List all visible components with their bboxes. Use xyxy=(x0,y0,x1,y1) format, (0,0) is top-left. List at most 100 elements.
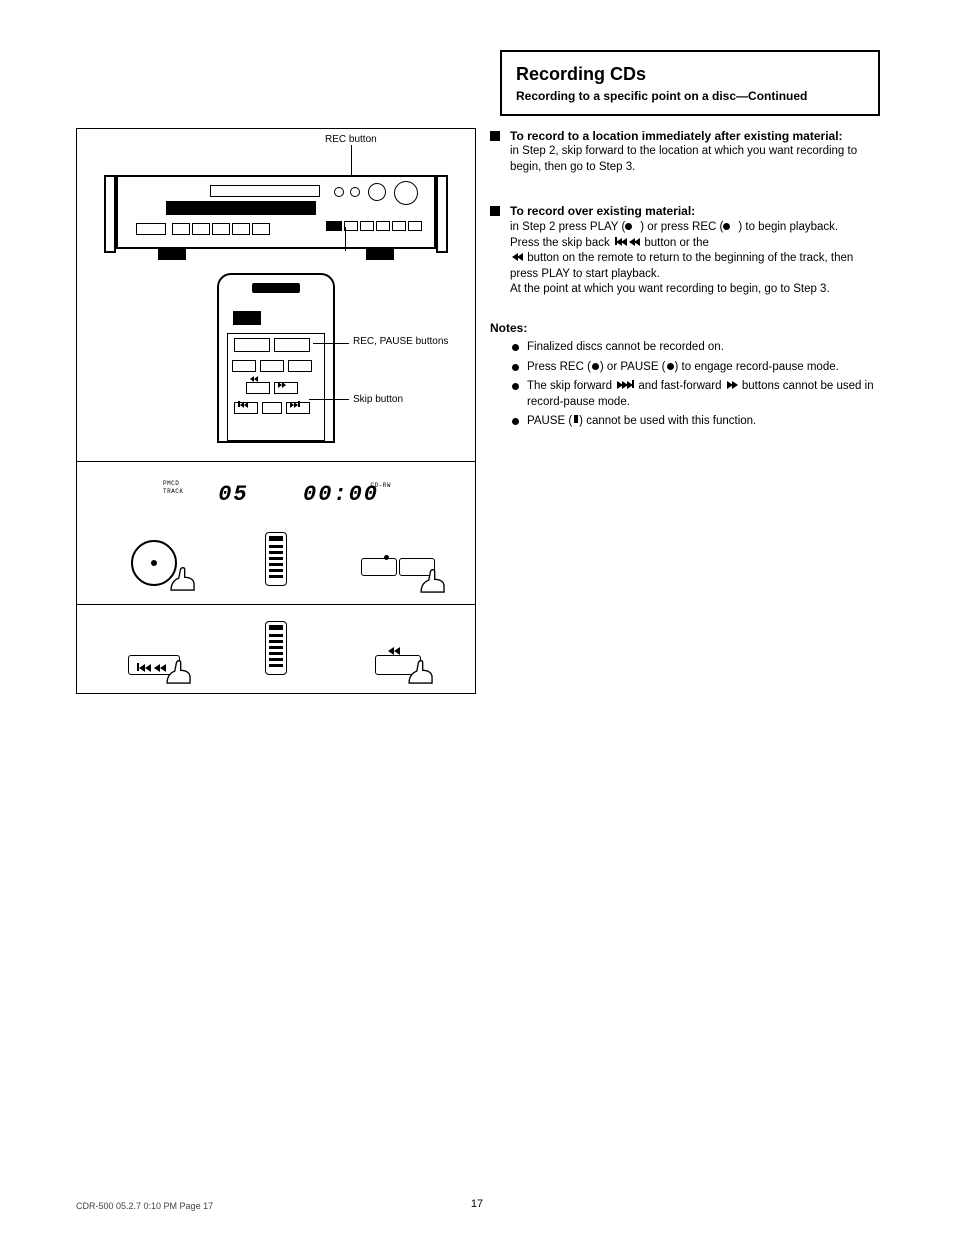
press-skipback xyxy=(104,655,204,675)
device-knob xyxy=(350,187,360,197)
note-text: Press REC () or PAUSE () to engage recor… xyxy=(527,360,839,376)
note-item-1: Finalized discs cannot be recorded on. xyxy=(512,340,880,356)
press-rewind xyxy=(348,655,448,675)
leader-line xyxy=(351,145,352,175)
lcd-tiny-label: TRACK xyxy=(163,488,184,496)
dot-bullet-icon xyxy=(512,364,519,371)
hand-icon xyxy=(166,566,200,592)
skip-button-label: Skip button xyxy=(353,393,473,407)
lcd-track: 05 xyxy=(218,482,248,507)
square-bullet-icon xyxy=(490,131,500,141)
rewind-icon xyxy=(250,376,258,385)
dot-bullet-icon xyxy=(512,383,519,390)
mini-remote-icon xyxy=(265,532,287,586)
device-button xyxy=(376,221,390,231)
device-knob xyxy=(394,181,418,205)
block2-title: To record over existing material: xyxy=(510,203,880,219)
rec-button-outline xyxy=(361,558,397,576)
diagram-column: REC button xyxy=(76,128,476,694)
remote-button xyxy=(260,360,284,372)
lcd-tiny-label: PMCD xyxy=(163,480,179,488)
pause-icon xyxy=(574,415,577,427)
skipback-icon xyxy=(238,396,248,412)
section-heading-box: Recording CDs Recording to a specific po… xyxy=(500,50,880,116)
press-row xyxy=(93,532,459,586)
device-button xyxy=(212,223,230,235)
device-button xyxy=(344,221,358,231)
block1-title: To record to a location immediately afte… xyxy=(510,128,880,144)
device-button xyxy=(232,223,250,235)
instruction-block-2: To record over existing material: in Ste… xyxy=(490,203,880,298)
instruction-column: To record to a location immediately afte… xyxy=(490,128,880,434)
device-button xyxy=(392,221,406,231)
remote-button xyxy=(234,338,270,352)
press-remote xyxy=(226,621,326,675)
ffwd-icon xyxy=(278,376,286,392)
device-button xyxy=(136,223,166,235)
text-fragment: button on the remote to return to the be… xyxy=(510,252,853,280)
fast-forward-icon xyxy=(727,380,737,392)
block2-line2: Press the skip back button or the button… xyxy=(510,236,880,283)
lcd-tiny-label: CD-RW xyxy=(371,482,392,490)
rec-dot-icon xyxy=(592,363,599,370)
cd-recorder-device xyxy=(116,175,436,249)
block2-line3: At the point at which you want recording… xyxy=(510,282,880,298)
dot-bullet-icon xyxy=(512,418,519,425)
rec-dot-icon xyxy=(723,223,730,230)
device-foot xyxy=(366,247,394,260)
block2-line1: in Step 2 press PLAY () or press REC () … xyxy=(510,219,880,236)
press-dial xyxy=(104,540,204,586)
remote-button-pad xyxy=(227,333,325,441)
instruction-block-1: To record to a location immediately afte… xyxy=(490,128,880,175)
device-button xyxy=(408,221,422,231)
note-text: Finalized discs cannot be recorded on. xyxy=(527,340,724,356)
press-row xyxy=(93,621,459,675)
section-title: Recording CDs xyxy=(516,62,864,86)
skipfwd-icon xyxy=(290,396,300,412)
rack-ear-right xyxy=(436,175,448,253)
hand-icon xyxy=(416,568,450,594)
rewind-icon xyxy=(512,252,522,264)
device-button xyxy=(252,223,270,235)
ir-window xyxy=(252,283,300,293)
device-foot xyxy=(158,247,186,260)
note-item-2: Press REC () or PAUSE () to engage recor… xyxy=(512,360,880,376)
section-subtitle: Recording to a specific point on a disc—… xyxy=(516,88,864,104)
device-display xyxy=(166,201,316,215)
remote-button xyxy=(288,360,312,372)
device-button xyxy=(360,221,374,231)
note-text: PAUSE () cannot be used with this functi… xyxy=(527,414,756,430)
disc-tray xyxy=(210,185,320,197)
device-button xyxy=(172,223,190,235)
block1-body: in Step 2, skip forward to the location … xyxy=(510,144,880,175)
remote-button xyxy=(274,338,310,352)
note-text: The skip forward and fast-forward button… xyxy=(527,379,880,410)
play-dot-icon xyxy=(625,223,632,230)
leader-line xyxy=(345,227,346,251)
lcd-time: 00:00 xyxy=(303,482,379,507)
step-3-panel: PMCD TRACK 05 00:00 CD-RW xyxy=(77,461,475,604)
dot-bullet-icon xyxy=(512,344,519,351)
device-knob xyxy=(334,187,344,197)
rec-pause-label: REC, PAUSE buttons xyxy=(353,335,473,349)
brand-logo xyxy=(233,311,261,325)
skip-forward-icon xyxy=(617,380,633,392)
press-buttons xyxy=(348,558,448,586)
hand-icon xyxy=(404,659,438,685)
device-diagram-panel: REC button xyxy=(77,129,475,461)
hand-icon xyxy=(162,659,196,685)
remote-control xyxy=(217,273,335,443)
rack-ear-left xyxy=(104,175,116,253)
device-button xyxy=(192,223,210,235)
square-bullet-icon xyxy=(490,206,500,216)
pause-dot-icon xyxy=(667,363,674,370)
remote-diagram: REC, PAUSE buttons Skip button xyxy=(201,273,351,443)
text-fragment: button or the xyxy=(644,237,709,249)
footer-model-text: CDR-500 05.2.7 0:10 PM Page 17 xyxy=(76,1200,213,1212)
device-button xyxy=(326,221,342,231)
text-fragment: Press the skip back xyxy=(510,237,610,249)
note-item-4: PAUSE () cannot be used with this functi… xyxy=(512,414,880,430)
step-4-panel xyxy=(77,604,475,693)
remote-button xyxy=(262,402,282,414)
lcd-display: PMCD TRACK 05 00:00 CD-RW xyxy=(157,474,395,516)
